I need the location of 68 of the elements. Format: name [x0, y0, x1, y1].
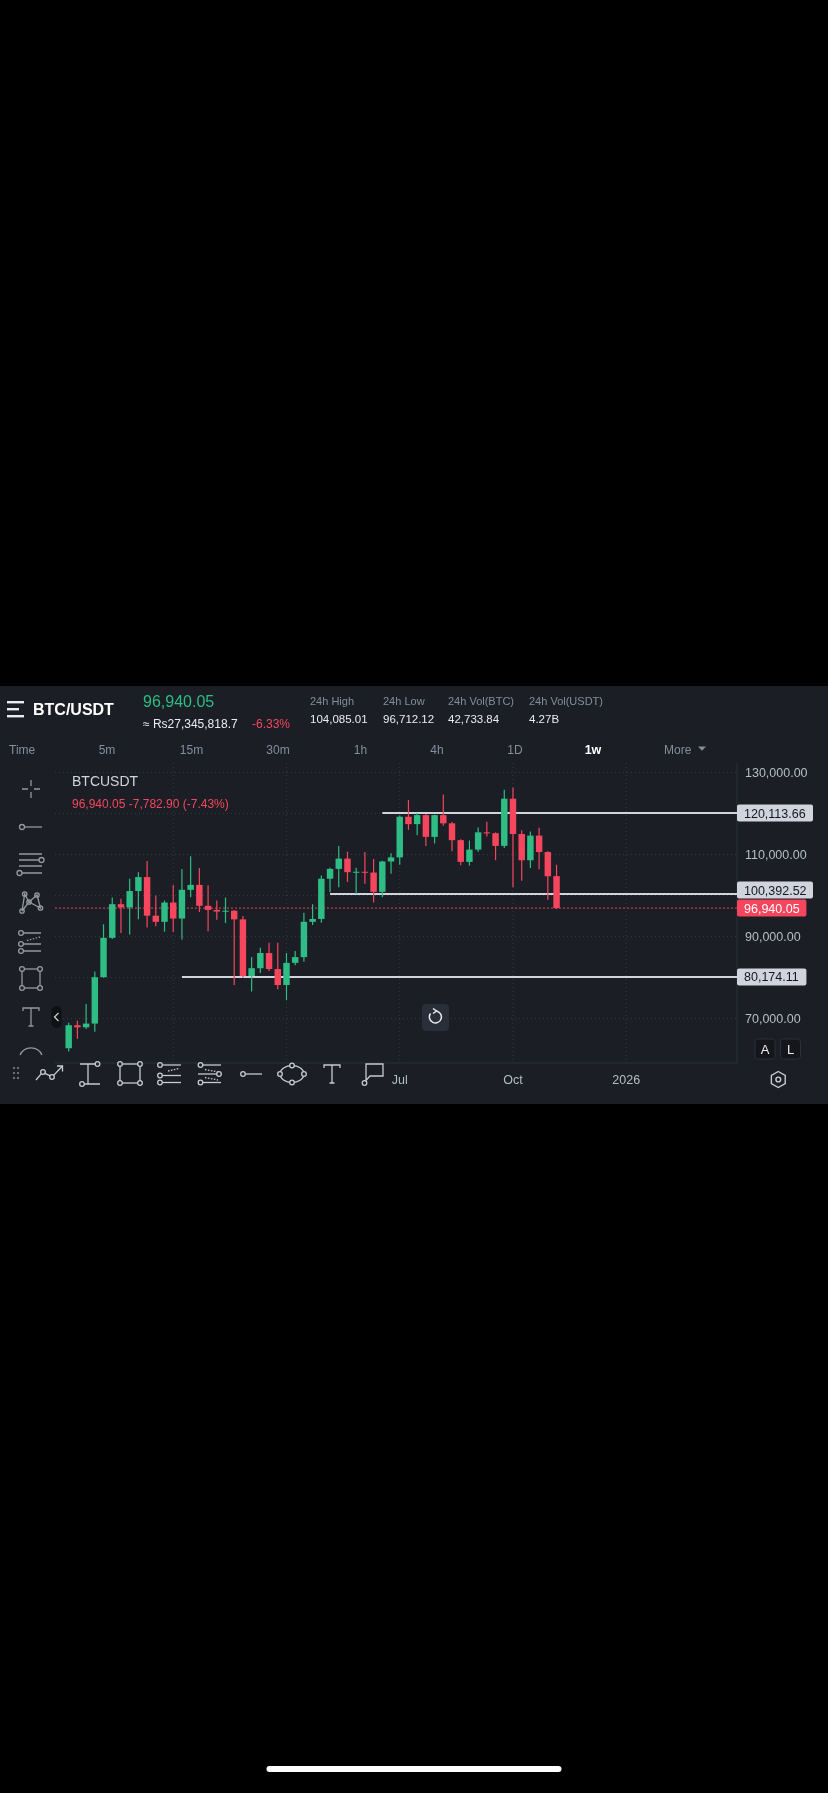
text: 1w [584, 743, 602, 757]
ref-line-label: 96,940.05 [744, 901, 800, 916]
x-tick-label: Jul [391, 1072, 408, 1087]
candlestick [283, 952, 290, 1001]
candlestick [135, 871, 142, 920]
candlestick [457, 838, 464, 866]
data-label: 100,392.52 [744, 883, 807, 898]
text: 96,712.12 [383, 712, 435, 725]
data-label: 120,113.66 [744, 806, 806, 821]
candlestick [187, 855, 194, 898]
x-tick-label: 2026 [612, 1072, 641, 1087]
candlestick [126, 878, 133, 936]
y-tick-label: 90,000.00 [745, 930, 801, 945]
candlestick [161, 899, 168, 933]
annotation: 96,940.05 -7,782.90 (-7.43%) [72, 796, 229, 811]
y-tick-label: 70,000.00 [745, 1012, 801, 1027]
candlestick [370, 858, 377, 904]
text: Time [9, 743, 36, 757]
x-tick-label: Oct [503, 1072, 524, 1087]
text: 42,733.84 [448, 712, 500, 725]
candlestick [387, 852, 395, 875]
text: L [786, 1041, 795, 1057]
candlestick [466, 839, 473, 867]
candlestick [361, 851, 369, 885]
candlestick [65, 1022, 72, 1053]
y-tick-label: 130,000.00 [745, 765, 808, 780]
candlestick [344, 851, 351, 883]
candlestick [535, 827, 543, 870]
text: 104,085.01 [310, 712, 368, 725]
candlestick [483, 821, 491, 838]
text: 4.27B [529, 712, 560, 725]
candlestick [405, 799, 412, 831]
candlestick [309, 903, 316, 926]
text: 24h Vol(USDT) [529, 694, 603, 707]
candlestick [257, 947, 264, 974]
text: 96,940.05 [143, 693, 215, 710]
text: 4h [430, 743, 444, 757]
candlestick [492, 831, 499, 861]
text: More [664, 743, 692, 757]
text: -6.33% [252, 716, 291, 731]
candlestick [440, 794, 447, 827]
text: 24h Low [383, 694, 425, 707]
candlestick [448, 821, 456, 852]
text: 1h [353, 743, 368, 757]
text: 24h Vol(BTC) [448, 694, 515, 707]
text: A [760, 1041, 770, 1057]
text: BTCUSDT [72, 772, 139, 789]
candlestick [74, 1020, 81, 1040]
text: 30m [266, 743, 290, 757]
candlestick [352, 867, 360, 895]
candlestick [274, 942, 281, 990]
text: ≈ Rs27,345,818.7 [143, 716, 238, 731]
candlestick [422, 813, 430, 847]
data-label: 80,174.11 [744, 970, 799, 985]
y-tick-label: 110,000.00 [745, 848, 807, 863]
candlestick [248, 956, 255, 993]
candlestick [335, 845, 342, 888]
chart-title: BTC/USDT [33, 701, 115, 718]
candlestick [413, 812, 421, 836]
candlestick [222, 897, 229, 924]
text: 5m [98, 743, 116, 757]
text: 15m [179, 743, 204, 757]
candlestick [474, 826, 482, 853]
candlestick [431, 814, 438, 845]
candlestick [265, 942, 273, 972]
text: 24h High [310, 694, 355, 707]
candlestick [326, 867, 334, 893]
text: 1D [507, 743, 523, 757]
